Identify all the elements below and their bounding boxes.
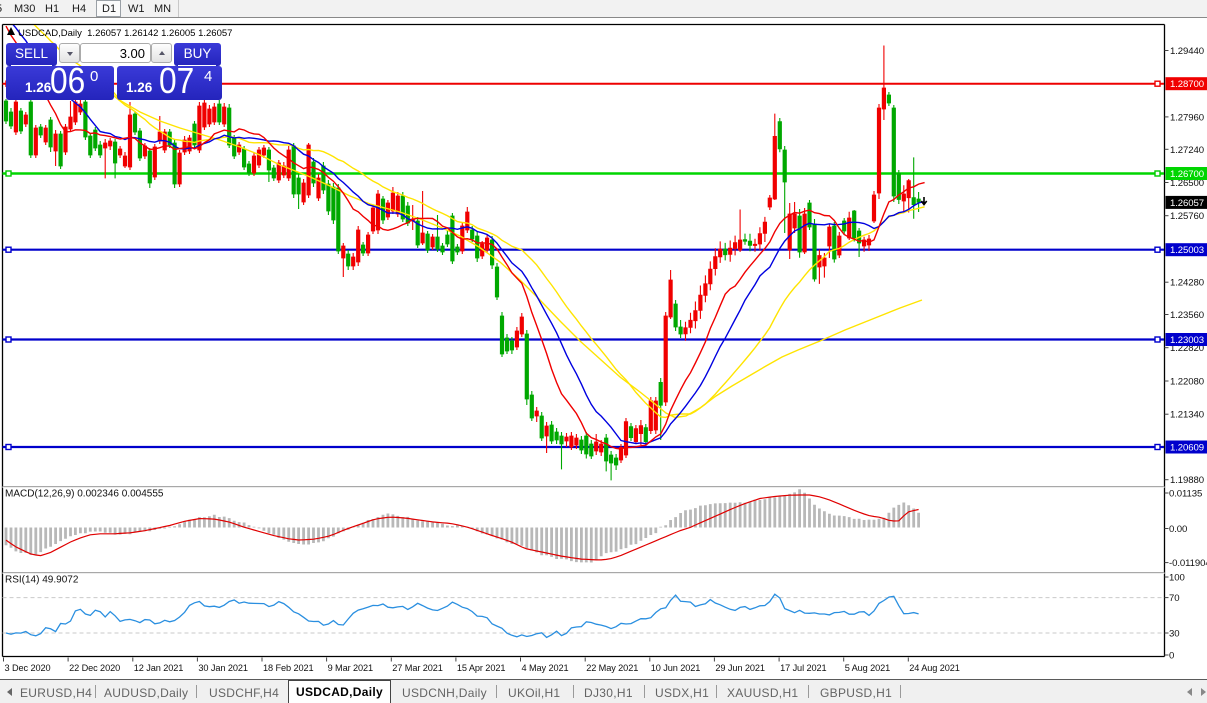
svg-text:15 Apr 2021: 15 Apr 2021 bbox=[457, 663, 505, 673]
svg-text:USDCAD,Daily 1.26057 1.26142: USDCAD,Daily 1.26057 1.26142 1.26005 1.2… bbox=[18, 28, 232, 39]
svg-text:70: 70 bbox=[1169, 593, 1179, 604]
svg-text:9 Mar 2021: 9 Mar 2021 bbox=[328, 663, 373, 673]
svg-text:24 Aug 2021: 24 Aug 2021 bbox=[909, 663, 960, 673]
svg-text:1.24280: 1.24280 bbox=[1170, 278, 1204, 289]
svg-text:30 Jan 2021: 30 Jan 2021 bbox=[198, 663, 247, 673]
svg-text:1.25003: 1.25003 bbox=[1170, 245, 1204, 256]
svg-text:-0.011904: -0.011904 bbox=[1169, 558, 1207, 569]
svg-text:100: 100 bbox=[1169, 573, 1185, 584]
svg-text:22 May 2021: 22 May 2021 bbox=[586, 663, 638, 673]
svg-text:18 Feb 2021: 18 Feb 2021 bbox=[263, 663, 314, 673]
svg-text:27 Mar 2021: 27 Mar 2021 bbox=[392, 663, 443, 673]
svg-text:1.27240: 1.27240 bbox=[1170, 145, 1204, 156]
svg-text:29 Jun 2021: 29 Jun 2021 bbox=[715, 663, 764, 673]
svg-text:10 Jun 2021: 10 Jun 2021 bbox=[651, 663, 700, 673]
svg-text:0.01135: 0.01135 bbox=[1169, 489, 1202, 500]
svg-text:0.00: 0.00 bbox=[1169, 524, 1187, 535]
svg-text:1.28700: 1.28700 bbox=[1170, 79, 1204, 90]
svg-text:1.20609: 1.20609 bbox=[1170, 443, 1204, 454]
svg-text:1.29440: 1.29440 bbox=[1170, 46, 1204, 57]
svg-text:RSI(14) 49.9072: RSI(14) 49.9072 bbox=[5, 575, 79, 586]
svg-text:12 Jan 2021: 12 Jan 2021 bbox=[134, 663, 183, 673]
svg-text:1.23003: 1.23003 bbox=[1170, 335, 1204, 346]
svg-text:22 Dec 2020: 22 Dec 2020 bbox=[69, 663, 120, 673]
svg-text:1.22820: 1.22820 bbox=[1170, 343, 1204, 354]
svg-text:3 Dec 2020: 3 Dec 2020 bbox=[5, 663, 51, 673]
svg-text:1.23560: 1.23560 bbox=[1170, 310, 1204, 321]
svg-text:1.27960: 1.27960 bbox=[1170, 112, 1204, 123]
svg-text:17 Jul 2021: 17 Jul 2021 bbox=[780, 663, 826, 673]
svg-text:1.25760: 1.25760 bbox=[1170, 211, 1204, 222]
svg-text:1.26057: 1.26057 bbox=[1170, 198, 1204, 209]
svg-text:1.19880: 1.19880 bbox=[1170, 475, 1204, 486]
svg-text:MACD(12,26,9) 0.002346 0.00455: MACD(12,26,9) 0.002346 0.004555 bbox=[5, 489, 164, 500]
svg-text:1.26500: 1.26500 bbox=[1170, 178, 1204, 189]
svg-text:0: 0 bbox=[1169, 651, 1174, 662]
svg-text:4 May 2021: 4 May 2021 bbox=[522, 663, 569, 673]
svg-text:1.22080: 1.22080 bbox=[1170, 377, 1204, 388]
svg-text:5 Aug 2021: 5 Aug 2021 bbox=[845, 663, 891, 673]
svg-text:30: 30 bbox=[1169, 629, 1179, 640]
svg-text:1.21340: 1.21340 bbox=[1170, 410, 1204, 421]
svg-text:1.26700: 1.26700 bbox=[1170, 169, 1204, 180]
